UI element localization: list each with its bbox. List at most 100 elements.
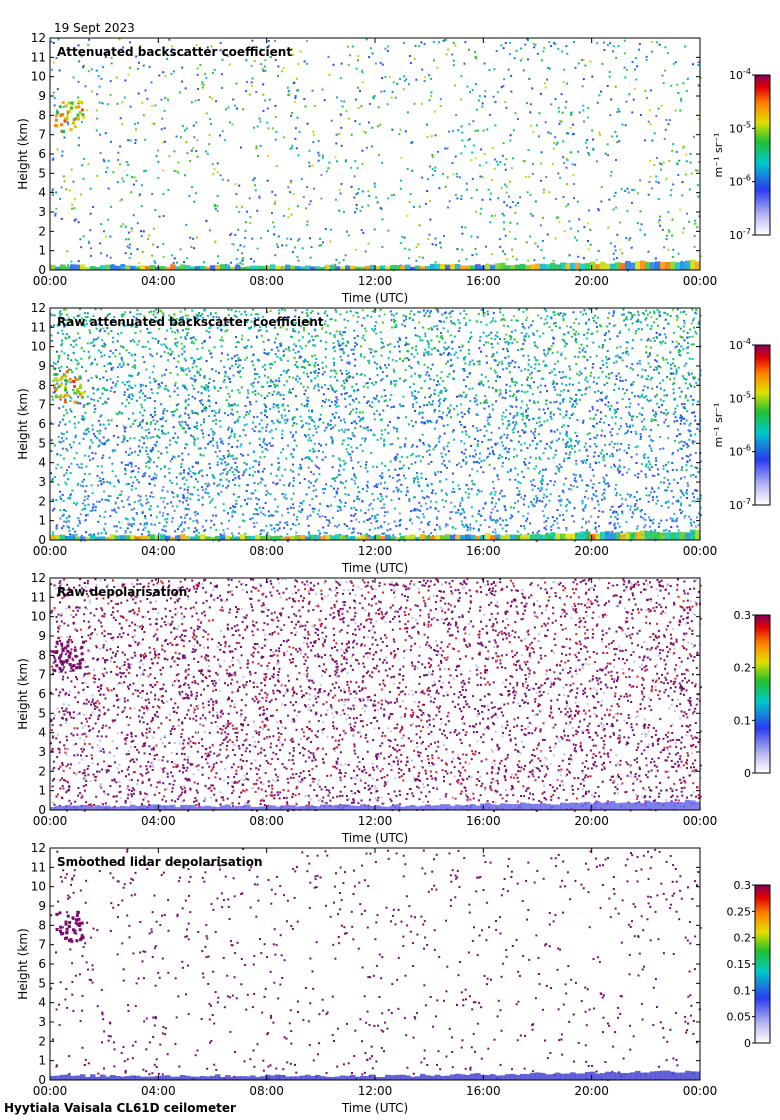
data-cell	[543, 349, 545, 352]
data-cell	[625, 389, 628, 392]
data-cell	[443, 432, 446, 435]
data-cell	[663, 246, 666, 249]
data-cell	[308, 364, 311, 367]
data-cell	[440, 331, 442, 334]
data-cell	[434, 237, 437, 240]
data-cell	[460, 152, 463, 155]
data-cell	[655, 502, 658, 505]
data-cell	[413, 496, 416, 499]
data-cell	[373, 361, 376, 364]
data-cell	[344, 405, 347, 408]
data-cell	[311, 355, 314, 358]
data-cell	[489, 517, 492, 520]
data-cell	[63, 308, 66, 311]
data-cell	[413, 57, 416, 60]
data-cell	[191, 340, 194, 343]
data-cell	[107, 419, 110, 422]
data-cell	[292, 53, 294, 56]
data-cell	[155, 474, 158, 477]
data-cell	[493, 167, 496, 170]
data-cell	[253, 368, 256, 371]
data-cell	[518, 490, 521, 493]
data-cell	[330, 386, 333, 389]
data-cell	[60, 350, 63, 353]
data-cell	[181, 347, 184, 350]
data-cell	[689, 152, 692, 155]
data-cell	[161, 528, 164, 531]
data-cell	[693, 411, 696, 414]
data-cell	[684, 378, 687, 381]
data-cell	[373, 412, 376, 415]
data-cell	[110, 386, 113, 389]
data-cell	[227, 106, 230, 109]
data-cell	[60, 466, 63, 469]
data-cell	[353, 196, 356, 199]
data-cell	[300, 403, 303, 406]
data-cell	[694, 169, 697, 172]
data-cell	[406, 456, 409, 459]
data-cell	[609, 114, 612, 117]
data-cell	[306, 122, 309, 125]
data-cell	[136, 248, 139, 251]
data-cell	[361, 190, 364, 193]
data-cell	[124, 426, 127, 429]
data-cell	[174, 343, 177, 346]
data-cell	[206, 386, 209, 389]
data-cell	[275, 131, 278, 134]
data-cell	[235, 82, 238, 85]
data-cell	[186, 334, 188, 337]
data-cell	[635, 330, 638, 332]
data-cell	[305, 493, 308, 496]
data-cell	[97, 520, 100, 523]
data-cell	[349, 453, 352, 456]
data-cell	[55, 207, 58, 210]
data-cell	[313, 105, 316, 107]
data-cell	[657, 424, 660, 427]
data-cell	[357, 59, 359, 62]
data-cell	[273, 326, 276, 329]
data-cell	[205, 388, 208, 391]
data-cell	[630, 456, 633, 459]
data-cell	[637, 395, 640, 398]
data-cell	[616, 354, 619, 357]
data-cell	[590, 515, 593, 518]
data-cell	[345, 230, 348, 233]
data-cell	[181, 317, 184, 320]
data-cell	[205, 150, 208, 153]
data-cell	[420, 472, 423, 475]
data-cell	[345, 110, 348, 113]
data-cell	[119, 526, 122, 529]
data-cell	[418, 412, 421, 415]
data-cell	[122, 364, 125, 367]
data-cell	[537, 135, 540, 138]
data-cell	[276, 482, 279, 485]
data-cell	[109, 235, 112, 238]
data-cell	[508, 41, 511, 44]
data-cell	[159, 418, 162, 421]
data-cell	[160, 497, 163, 500]
data-cell	[121, 381, 124, 384]
data-cell	[139, 383, 142, 386]
data-cell	[152, 478, 155, 481]
data-cell	[427, 178, 430, 181]
data-cell	[53, 314, 56, 317]
data-cell	[341, 372, 343, 375]
data-cell	[344, 462, 347, 465]
data-cell	[156, 465, 159, 468]
data-cell	[234, 477, 237, 480]
data-cell	[546, 390, 548, 393]
data-cell	[125, 161, 128, 163]
data-cell	[198, 312, 201, 314]
data-cell	[276, 243, 278, 246]
boundary-layer-cell	[230, 266, 236, 270]
data-cell	[275, 165, 278, 168]
data-cell	[393, 507, 396, 510]
cloud-cell	[64, 104, 68, 108]
data-cell	[228, 63, 231, 66]
data-cell	[350, 348, 353, 351]
data-cell	[431, 167, 434, 170]
data-cell	[315, 495, 318, 498]
data-cell	[228, 378, 231, 380]
data-cell	[72, 180, 75, 183]
data-cell	[191, 384, 194, 387]
